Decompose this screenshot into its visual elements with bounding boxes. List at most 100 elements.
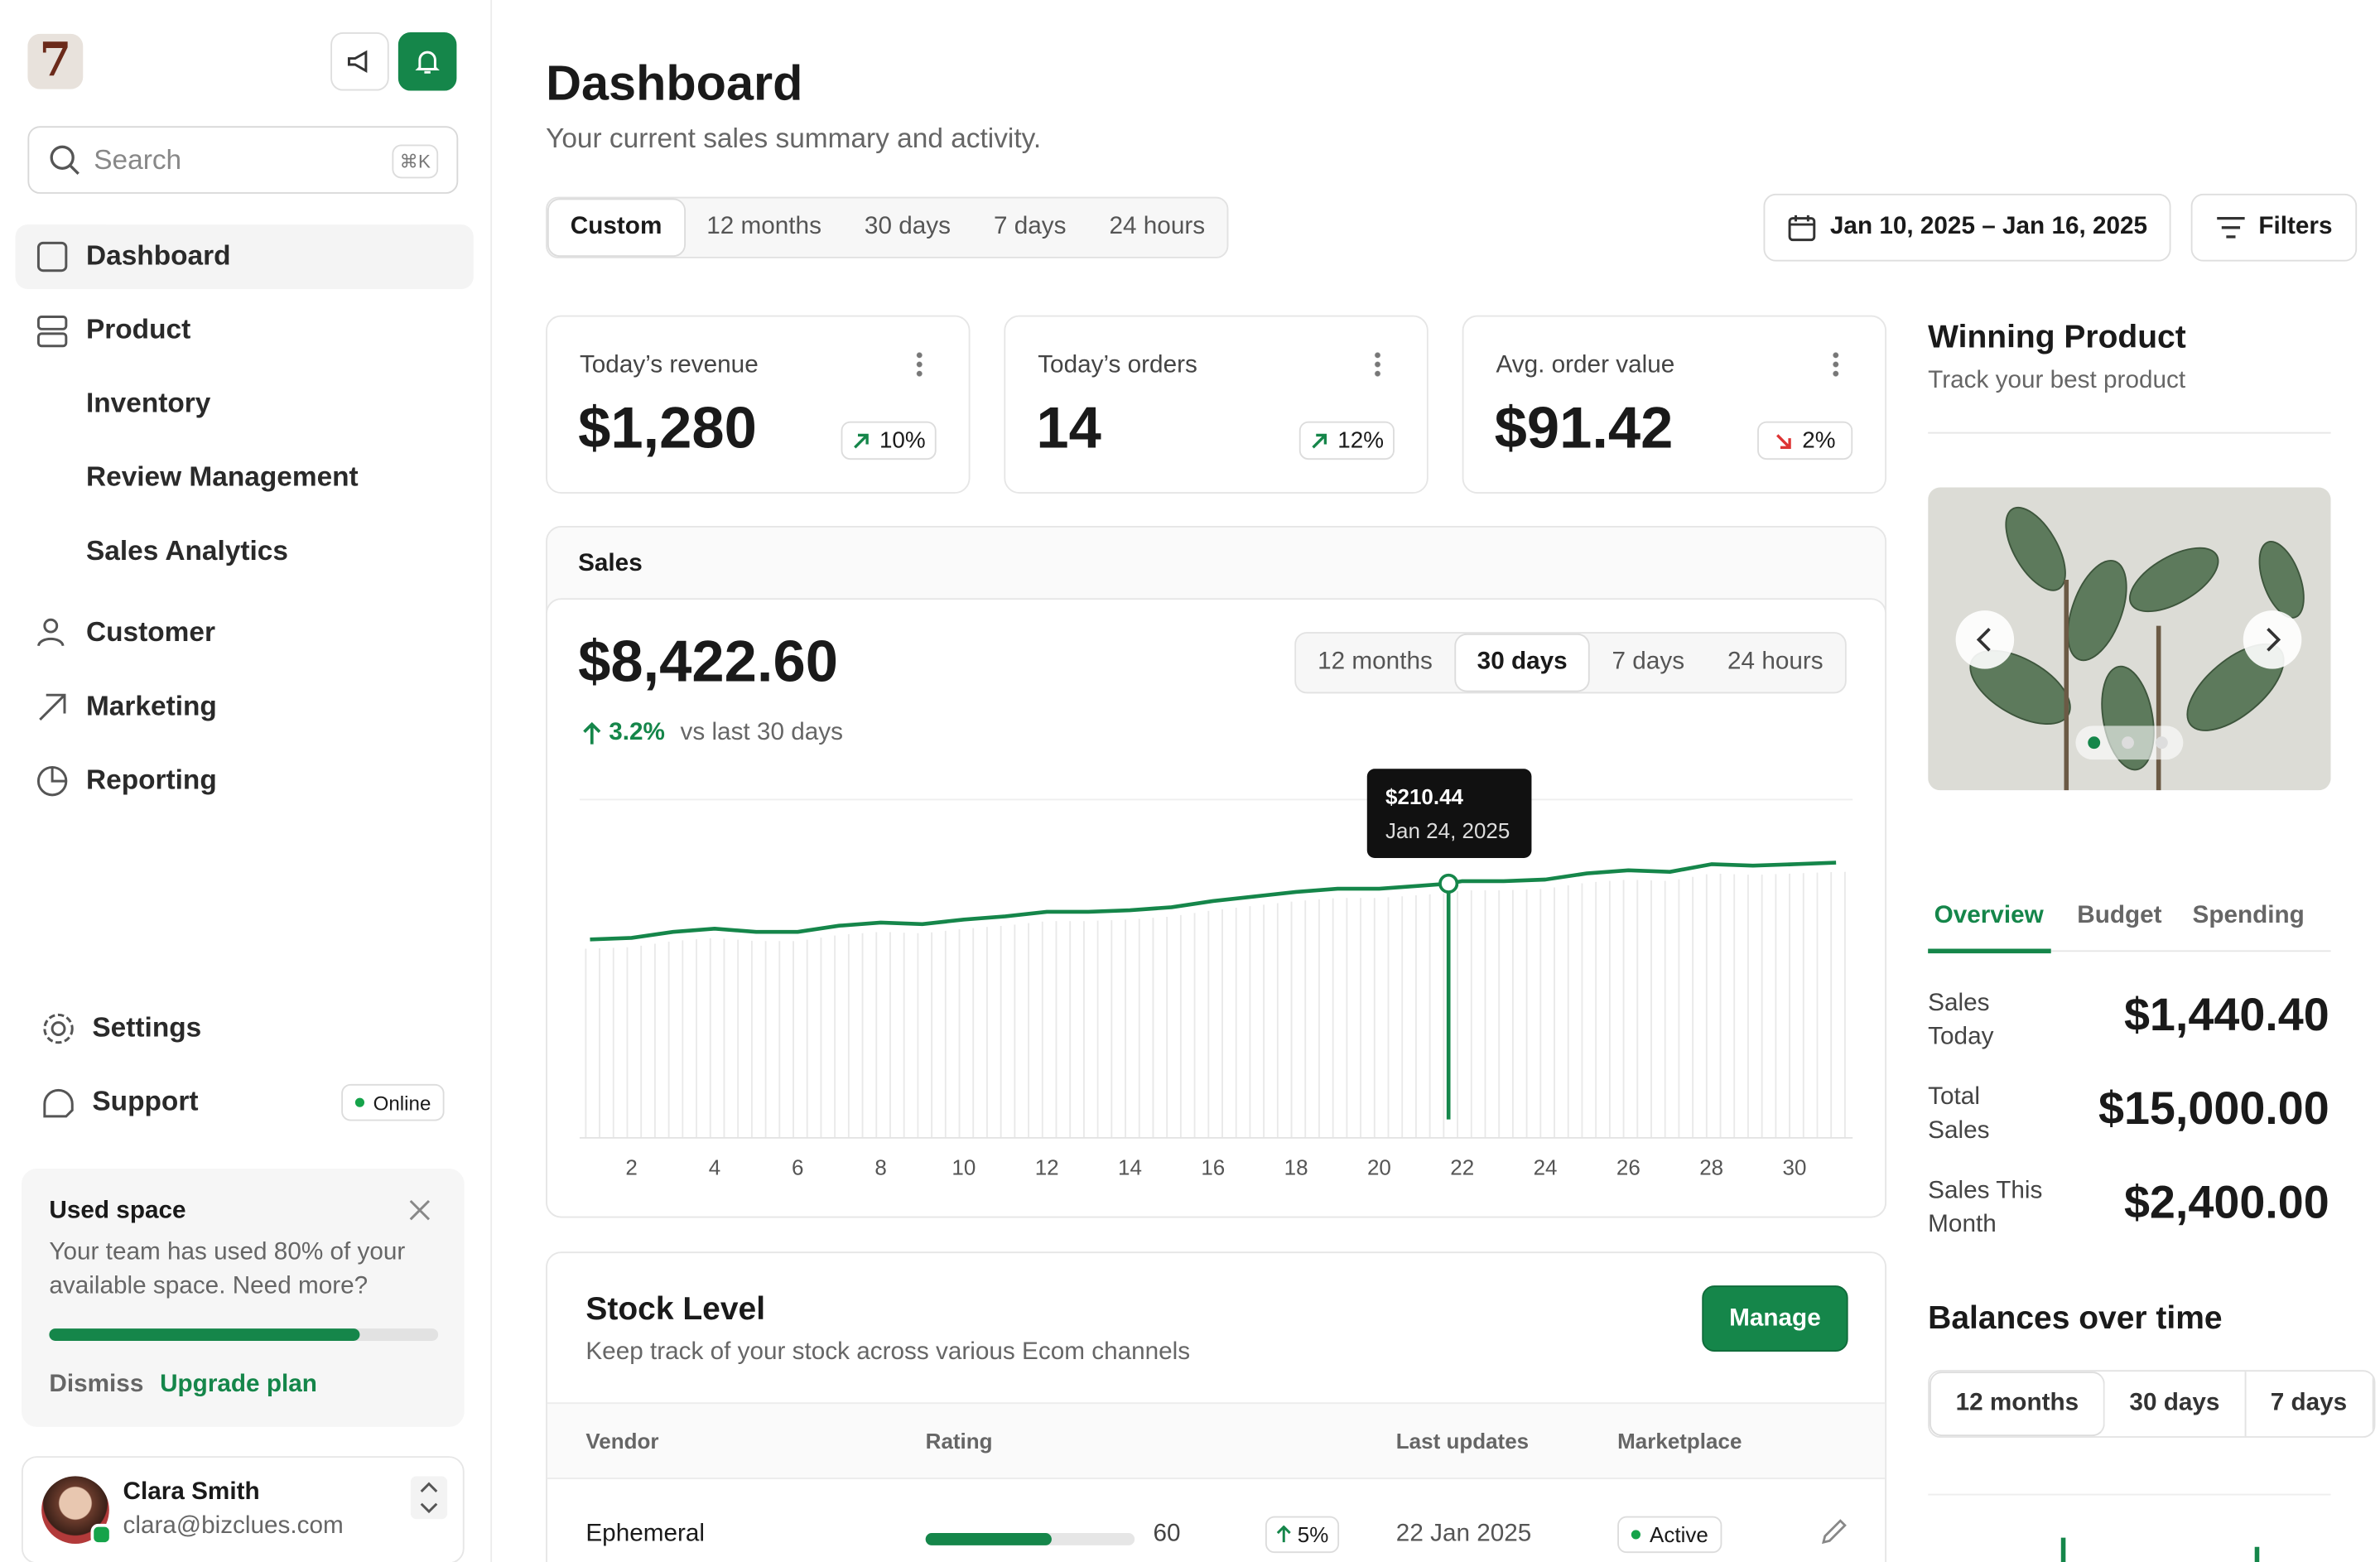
filters-button[interactable]: Filters	[2190, 193, 2358, 262]
logo[interactable]: 7	[27, 33, 84, 89]
support-link[interactable]: Support	[92, 1085, 199, 1116]
stat-value: $2,400.00	[2123, 1178, 2329, 1229]
sales-line	[590, 861, 1837, 942]
balances-title: Balances over time	[1928, 1300, 2223, 1337]
progress-bar	[49, 1328, 361, 1341]
sales-change: 3.2%	[609, 719, 665, 746]
kpi-menu[interactable]	[1833, 350, 1839, 378]
dismiss-link[interactable]: Dismiss	[49, 1372, 144, 1398]
range-tab[interactable]: 24 hours	[1109, 214, 1206, 240]
notifications-button[interactable]	[397, 31, 457, 91]
range-tab[interactable]: 30 days	[2105, 1372, 2246, 1437]
product-tab[interactable]: Budget	[2077, 902, 2162, 929]
trend-arrow	[1312, 432, 1327, 448]
x-tick-label: 24	[1534, 1155, 1558, 1179]
up-arrow	[1276, 1525, 1291, 1543]
kpi-card: Avg. order value $91.42 2%	[1462, 315, 1887, 494]
column-header: Marketplace	[1617, 1428, 1742, 1454]
table-header	[547, 1402, 1886, 1480]
user-card[interactable]: Clara Smith clara@bizclues.com	[21, 1456, 465, 1562]
nav-link[interactable]: Review Management	[85, 460, 359, 493]
search-placeholder: Search	[94, 143, 182, 175]
range-tab[interactable]: 24 hours	[1727, 648, 1824, 676]
range-tab[interactable]: 12 months	[706, 214, 821, 240]
range-tab[interactable]: 12 months	[1930, 1372, 2105, 1437]
x-tick-label: 20	[1367, 1155, 1391, 1179]
stock-title: Stock Level	[585, 1291, 766, 1328]
kpi-change-text: 10%	[879, 427, 926, 454]
kpi-menu[interactable]	[1374, 350, 1381, 378]
product-tab[interactable]: Spending	[2192, 902, 2305, 929]
hover-point	[1438, 873, 1459, 894]
nav-link[interactable]: Reporting	[85, 764, 217, 795]
kpi-label: Avg. order value	[1496, 352, 1675, 378]
nav-link[interactable]: Customer	[85, 616, 215, 648]
status-badge: Active	[1617, 1516, 1722, 1554]
range-tab[interactable]: 7 days	[1612, 648, 1685, 676]
sales-change-row: 3.2% vs last 30 days	[581, 720, 843, 747]
stat-value: $1,440.40	[2123, 990, 2329, 1041]
nav-link[interactable]: Sales Analytics	[85, 535, 288, 566]
date-range-button[interactable]: Jan 10, 2025 – Jan 16, 2025	[1763, 193, 2171, 262]
status-text: Online	[373, 1091, 431, 1115]
rating-value: 60	[1153, 1521, 1181, 1547]
nav-link[interactable]: Marketing	[85, 690, 217, 721]
stock-card: Stock Level Keep track of your stock acr…	[546, 1251, 1887, 1562]
kpi-card: Today’s revenue $1,280 10%	[546, 315, 971, 494]
rating-bar	[925, 1533, 1052, 1545]
shortcut: ⌘K	[392, 144, 439, 179]
notice-title: Used space	[49, 1198, 186, 1224]
tooltip-value: $210.44	[1385, 784, 1463, 809]
stat-label: Total Sales	[1928, 1083, 1990, 1145]
sales-card: Sales $8,422.60 3.2% vs last 30 days 12 m…	[546, 525, 1887, 1218]
range-tab[interactable]: 30 days	[864, 214, 951, 240]
balance-range-tabs: 12 months 30 days 7 days	[1928, 1370, 2375, 1438]
change-text: 5%	[1297, 1522, 1329, 1547]
nav-link[interactable]: Inventory	[85, 387, 211, 418]
stat-label: Sales This Month	[1928, 1178, 2043, 1238]
kpi-label: Today’s revenue	[579, 352, 759, 378]
column-header: Vendor	[585, 1428, 659, 1454]
range-tab[interactable]: 7 days	[2246, 1372, 2373, 1437]
kpi-change: 12%	[1298, 421, 1395, 460]
kpi-menu[interactable]	[916, 350, 923, 378]
nav-icons	[36, 241, 68, 797]
column-header: Rating	[925, 1428, 993, 1454]
x-tick-label: 16	[1201, 1155, 1225, 1179]
notice-card: Used space Your team has used 80% of you…	[21, 1169, 465, 1427]
sales-body: $8,422.60 3.2% vs last 30 days 12 months 3…	[546, 598, 1887, 1218]
kpi-change: 2%	[1757, 421, 1853, 460]
nav-link[interactable]: Dashboard	[85, 239, 231, 271]
kpi-change-text: 2%	[1802, 427, 1836, 454]
kpi-change-text: 12%	[1337, 427, 1384, 454]
product-tab[interactable]: Overview	[1934, 902, 2044, 929]
product-title: Winning Product	[1928, 320, 2186, 355]
stat-value: $15,000.00	[2098, 1083, 2329, 1135]
range-tab[interactable]: 7 days	[993, 214, 1067, 240]
edit-icon	[1822, 1519, 1847, 1545]
announcements-button[interactable]	[330, 31, 389, 91]
range-tab[interactable]: Custom	[547, 198, 686, 258]
settings-link[interactable]: Settings	[92, 1011, 202, 1043]
x-tick-label: 6	[792, 1155, 803, 1179]
stat-label: Sales Today	[1928, 990, 1994, 1051]
manage-button[interactable]: Manage	[1702, 1285, 1848, 1352]
stock-subtitle: Keep track of your stock across various …	[585, 1339, 1191, 1366]
kpi-value: 14	[1036, 397, 1101, 461]
upgrade-link[interactable]: Upgrade plan	[160, 1372, 317, 1398]
nav-link[interactable]: Product	[85, 313, 191, 345]
x-tick-label: 30	[1783, 1155, 1807, 1179]
edit-button[interactable]	[1820, 1517, 1848, 1553]
range-tab[interactable]: 12 months	[1318, 648, 1433, 676]
online-dot	[90, 1523, 113, 1545]
x-tick-label: 22	[1450, 1155, 1474, 1179]
range-tab[interactable]: 30 days	[1453, 633, 1591, 692]
filters-label: Filters	[2258, 214, 2333, 240]
x-tick-label: 8	[874, 1155, 886, 1179]
search-box[interactable]: Search ⌘K	[27, 126, 459, 194]
last-update: 22 Jan 2025	[1395, 1521, 1532, 1547]
close-button[interactable]	[409, 1199, 431, 1221]
expand-icon[interactable]	[410, 1476, 448, 1520]
kpi-value: $91.42	[1494, 397, 1674, 461]
